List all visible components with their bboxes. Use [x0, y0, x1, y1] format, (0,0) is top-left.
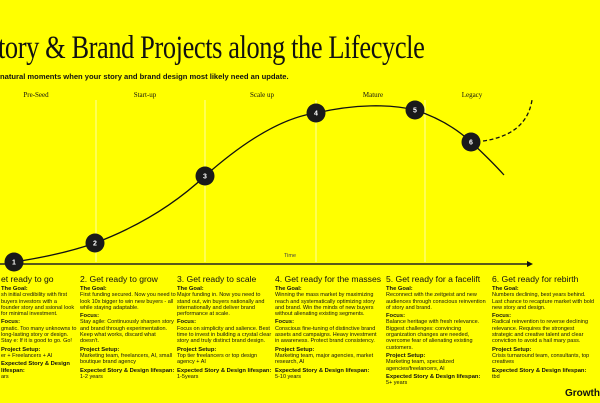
- lifespan-text: ars: [1, 373, 9, 380]
- goal-label: The Goal:: [492, 286, 519, 292]
- milestone-number: 6: [469, 140, 473, 147]
- milestone-number: 5: [413, 108, 417, 115]
- lifespan-label: Expected Story & Design lifespan:: [492, 367, 587, 374]
- lifespan-text: 5-10 years: [275, 373, 301, 380]
- focus-label: Focus:: [275, 319, 295, 326]
- goal-text: Winning the mass market by maximizing re…: [275, 292, 375, 318]
- lifespan-text: 5+ years: [386, 380, 408, 387]
- goal-text: Reconnect with the zeitgeist and new aud…: [386, 292, 486, 311]
- column-heading: 4. Get ready for the masses: [275, 274, 382, 284]
- setup-text: Marketing team, specialized agencies/fre…: [386, 359, 455, 372]
- setup-text: Top tier freelancers or top design agenc…: [177, 352, 258, 366]
- goal-text: sh initial credibility with first buyers…: [1, 292, 75, 318]
- column-heading: 3. Get ready to scale: [177, 274, 257, 284]
- focus-text: gmatic. Too many unknowns to long-lastin…: [1, 325, 77, 345]
- goal-text: Numbers declining, best years behind. La…: [492, 292, 595, 311]
- axis-label-time: Time: [284, 253, 297, 259]
- milestone-node-2: [85, 233, 105, 253]
- setup-text: er + Freelancers + AI: [1, 352, 53, 359]
- setup-label: Project Setup:: [80, 346, 120, 353]
- lifespan-label: Expected Story & Design lifespan:: [1, 361, 70, 374]
- setup-label: Project Setup:: [275, 346, 315, 353]
- phase-label-pre-seed: Pre-Seed: [23, 91, 49, 99]
- focus-text: Balance heritage with fresh relevance. B…: [386, 319, 480, 351]
- setup-label: Project Setup:: [177, 346, 217, 353]
- column-1: et ready to go The Goal: sh initial cred…: [1, 274, 77, 382]
- column-heading: 5. Get ready for a facelift: [386, 274, 481, 284]
- focus-label: Focus:: [1, 319, 21, 326]
- column-5: 5. Get ready for a facelift The Goal: Re…: [386, 274, 488, 388]
- milestone-number: 2: [93, 241, 97, 248]
- column-heading: et ready to go: [1, 274, 54, 284]
- phase-label-legacy: Legacy: [461, 91, 483, 99]
- milestone-node-5: [405, 100, 425, 120]
- goal-text: Major funding in. Now you need to stand …: [177, 292, 265, 318]
- column-heading: 6. Get ready for rebirth: [492, 274, 579, 284]
- goal-label: The Goal:: [80, 286, 107, 292]
- page-title: tory & Brand Projects along the Lifecycl…: [0, 30, 425, 66]
- goal-label: The Goal:: [275, 286, 302, 292]
- goal-label: The Goal:: [177, 286, 204, 292]
- phase-label-start-up: Start-up: [133, 91, 157, 99]
- focus-text: Radical reinvention to reverse declining…: [492, 319, 588, 345]
- setup-text: Crisis turnaround team, consultants, top…: [492, 352, 590, 366]
- lifespan-label: Expected Story & Design lifespan:: [177, 367, 272, 374]
- lifespan-label: Expected Story & Design lifespan:: [80, 367, 175, 374]
- page-subtitle: natural moments when your story and bran…: [0, 72, 289, 81]
- phase-label-mature: Mature: [362, 91, 384, 99]
- setup-text: Marketing team, major agencies, market r…: [275, 352, 374, 366]
- column-6: 6. Get ready for rebirth The Goal: Numbe…: [492, 274, 596, 382]
- phase-label-scale-up: Scale up: [250, 91, 274, 99]
- focus-text: Focus on simplicity and salience. Best t…: [177, 325, 272, 345]
- rebirth-dashed-curve: [482, 99, 533, 142]
- focus-label: Focus:: [80, 313, 100, 320]
- focus-label: Focus:: [386, 313, 406, 320]
- milestone-number: 1: [12, 260, 16, 267]
- lifespan-label: Expected Story & Design lifespan:: [386, 373, 481, 380]
- growth-logo: Growth: [565, 388, 600, 399]
- goal-label: The Goal:: [386, 286, 413, 292]
- milestone-node-6: [461, 132, 481, 152]
- milestone-node-1: [4, 252, 24, 272]
- goal-label: The Goal:: [1, 286, 28, 292]
- goal-text: First funding secured. Now you need to l…: [80, 292, 176, 311]
- column-2: 2. Get ready to grow The Goal: First fun…: [80, 274, 176, 382]
- focus-label: Focus:: [492, 313, 512, 320]
- milestone-number: 4: [314, 111, 318, 118]
- lifespan-text: 1-5years: [177, 373, 199, 380]
- focus-label: Focus:: [177, 319, 197, 326]
- setup-label: Project Setup:: [1, 346, 41, 353]
- column-4: 4. Get ready for the masses The Goal: Wi…: [275, 274, 382, 382]
- setup-label: Project Setup:: [492, 346, 532, 353]
- column-3: 3. Get ready to scale The Goal: Major fu…: [177, 274, 273, 382]
- lifespan-text: tbd: [492, 373, 500, 380]
- milestone-number: 3: [203, 174, 207, 181]
- lifespan-label: Expected Story & Design lifespan:: [275, 367, 370, 374]
- setup-label: Project Setup:: [386, 352, 426, 359]
- focus-text: Stay agile: Continuously sharpen story a…: [80, 319, 174, 345]
- focus-text: Conscious fine-tuning of distinctive bra…: [275, 325, 377, 345]
- setup-text: Marketing team, freelancers, AI, small b…: [80, 352, 173, 366]
- lifespan-text: 1-2 years: [80, 373, 103, 380]
- milestone-node-4: [306, 103, 326, 123]
- column-heading: 2. Get ready to grow: [80, 274, 158, 284]
- axis-arrow-icon: [527, 261, 533, 267]
- milestone-node-3: [195, 166, 215, 186]
